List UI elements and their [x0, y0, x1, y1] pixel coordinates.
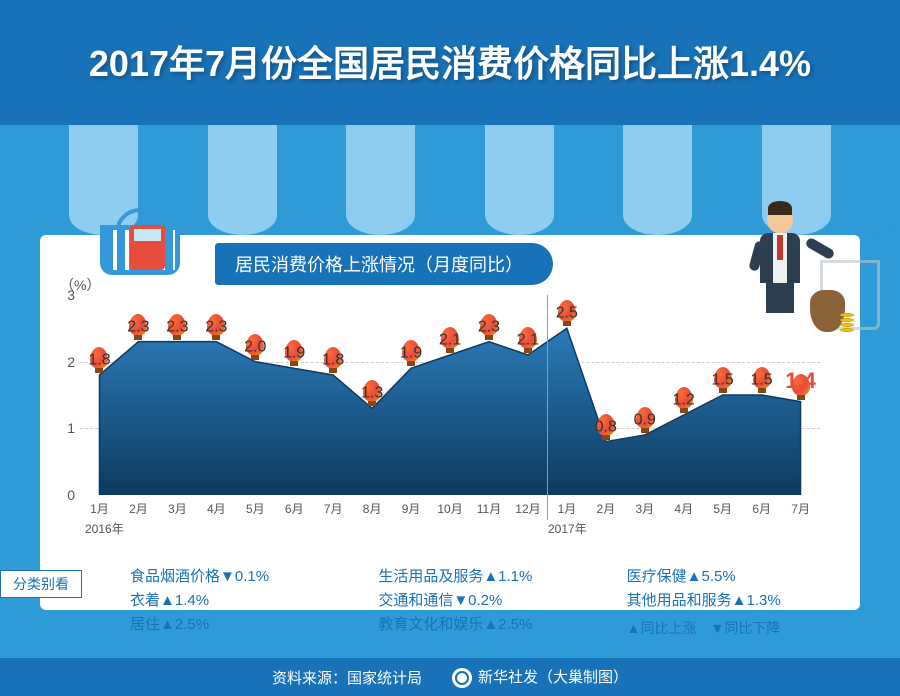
- category-item: 交通和通信▼0.2%: [378, 589, 611, 613]
- x-tick-label: 1月: [547, 500, 586, 517]
- x-tick-label: 9月: [392, 500, 431, 517]
- value-label: 2.1: [439, 332, 461, 350]
- value-label: 2.3: [205, 318, 227, 336]
- value-label: 1.5: [750, 372, 772, 390]
- y-tick-label: 2: [55, 354, 75, 370]
- coins-icon: [840, 313, 860, 333]
- x-axis-labels: 1月2月3月4月5月6月7月8月9月10月11月12月1月2月3月4月5月6月7…: [80, 500, 820, 517]
- footer-source: 资料来源：国家统计局: [272, 667, 422, 688]
- y-tick-label: 3: [55, 287, 75, 303]
- x-tick-label: 11月: [470, 500, 509, 517]
- x-tick-label: 3月: [625, 500, 664, 517]
- chart-panel: 居民消费价格上涨情况（月度同比） （%） 0123: [40, 235, 860, 610]
- category-column-1: 食品烟酒价格▼0.1%衣着▲1.4%居住▲2.5%: [115, 565, 363, 639]
- x-tick-label: 7月: [781, 500, 820, 517]
- category-legend: ▲同比上涨 ▼同比下降: [627, 617, 860, 639]
- footer-publisher: 新华社发（大巢制图）: [452, 666, 628, 688]
- main-title: 2017年7月份全国居民消费价格同比上涨1.4%: [0, 35, 900, 87]
- categories-section: 分类别看 食品烟酒价格▼0.1%衣着▲1.4%居住▲2.5% 生活用品及服务▲1…: [40, 565, 860, 639]
- x-tick-label: 12月: [508, 500, 547, 517]
- value-label: 1.3: [361, 385, 383, 403]
- y-tick-label: 1: [55, 420, 75, 436]
- category-item: 医疗保健▲5.5%: [627, 565, 860, 589]
- chart-subtitle: 居民消费价格上涨情况（月度同比）: [215, 243, 553, 285]
- infographic-container: 2017年7月份全国居民消费价格同比上涨1.4% 居民消费价格上涨情况（月度同比…: [0, 0, 900, 696]
- footer: 资料来源：国家统计局 新华社发（大巢制图）: [0, 658, 900, 696]
- category-column-3: 医疗保健▲5.5%其他用品和服务▲1.3% ▲同比上涨 ▼同比下降: [612, 565, 860, 639]
- value-label: 1.4: [785, 368, 816, 394]
- value-label: 1.9: [400, 345, 422, 363]
- x-tick-label: 5月: [236, 500, 275, 517]
- x-tick-label: 6月: [275, 500, 314, 517]
- value-label: 1.5: [712, 372, 734, 390]
- value-label: 0.9: [634, 412, 656, 430]
- categories-label: 分类别看: [0, 570, 82, 598]
- x-tick-label: 7月: [314, 500, 353, 517]
- value-label: 2.1: [517, 332, 539, 350]
- area-chart-svg: [80, 295, 820, 495]
- value-label: 1.8: [322, 352, 344, 370]
- chart-area: （%） 0123 1.82.32.32.32.01.91.81.31.92.12…: [80, 295, 820, 555]
- category-item: 食品烟酒价格▼0.1%: [130, 565, 363, 589]
- value-label: 2.0: [244, 338, 266, 356]
- value-label: 0.8: [595, 418, 617, 436]
- calculator-icon: [130, 225, 165, 270]
- category-item: 其他用品和服务▲1.3%: [627, 589, 860, 613]
- value-label: 2.3: [166, 318, 188, 336]
- x-tick-label: 2月: [119, 500, 158, 517]
- x-tick-label: 4月: [197, 500, 236, 517]
- value-label: 2.3: [478, 318, 500, 336]
- x-tick-label: 4月: [664, 500, 703, 517]
- y-tick-label: 0: [55, 487, 75, 503]
- x-tick-label: 2月: [586, 500, 625, 517]
- category-item: 教育文化和娱乐▲2.5%: [378, 613, 611, 637]
- x-tick-label: 1月: [80, 500, 119, 517]
- x-tick-label: 8月: [353, 500, 392, 517]
- category-item: 生活用品及服务▲1.1%: [378, 565, 611, 589]
- x-tick-label: 10月: [431, 500, 470, 517]
- value-label: 1.8: [88, 352, 110, 370]
- year-2017-label: 2017年: [548, 520, 587, 537]
- xinhua-logo-icon: [452, 668, 472, 688]
- value-label: 2.3: [127, 318, 149, 336]
- category-item: 居住▲2.5%: [130, 613, 363, 637]
- value-label: 1.2: [673, 392, 695, 410]
- category-item: 衣着▲1.4%: [130, 589, 363, 613]
- x-tick-label: 5月: [703, 500, 742, 517]
- category-column-2: 生活用品及服务▲1.1%交通和通信▼0.2%教育文化和娱乐▲2.5%: [363, 565, 611, 639]
- value-label: 1.9: [283, 345, 305, 363]
- awning-stripes: [0, 125, 900, 215]
- value-label: 2.5: [556, 305, 578, 323]
- x-tick-label: 3月: [158, 500, 197, 517]
- x-tick-label: 6月: [742, 500, 781, 517]
- year-2016-label: 2016年: [85, 520, 124, 537]
